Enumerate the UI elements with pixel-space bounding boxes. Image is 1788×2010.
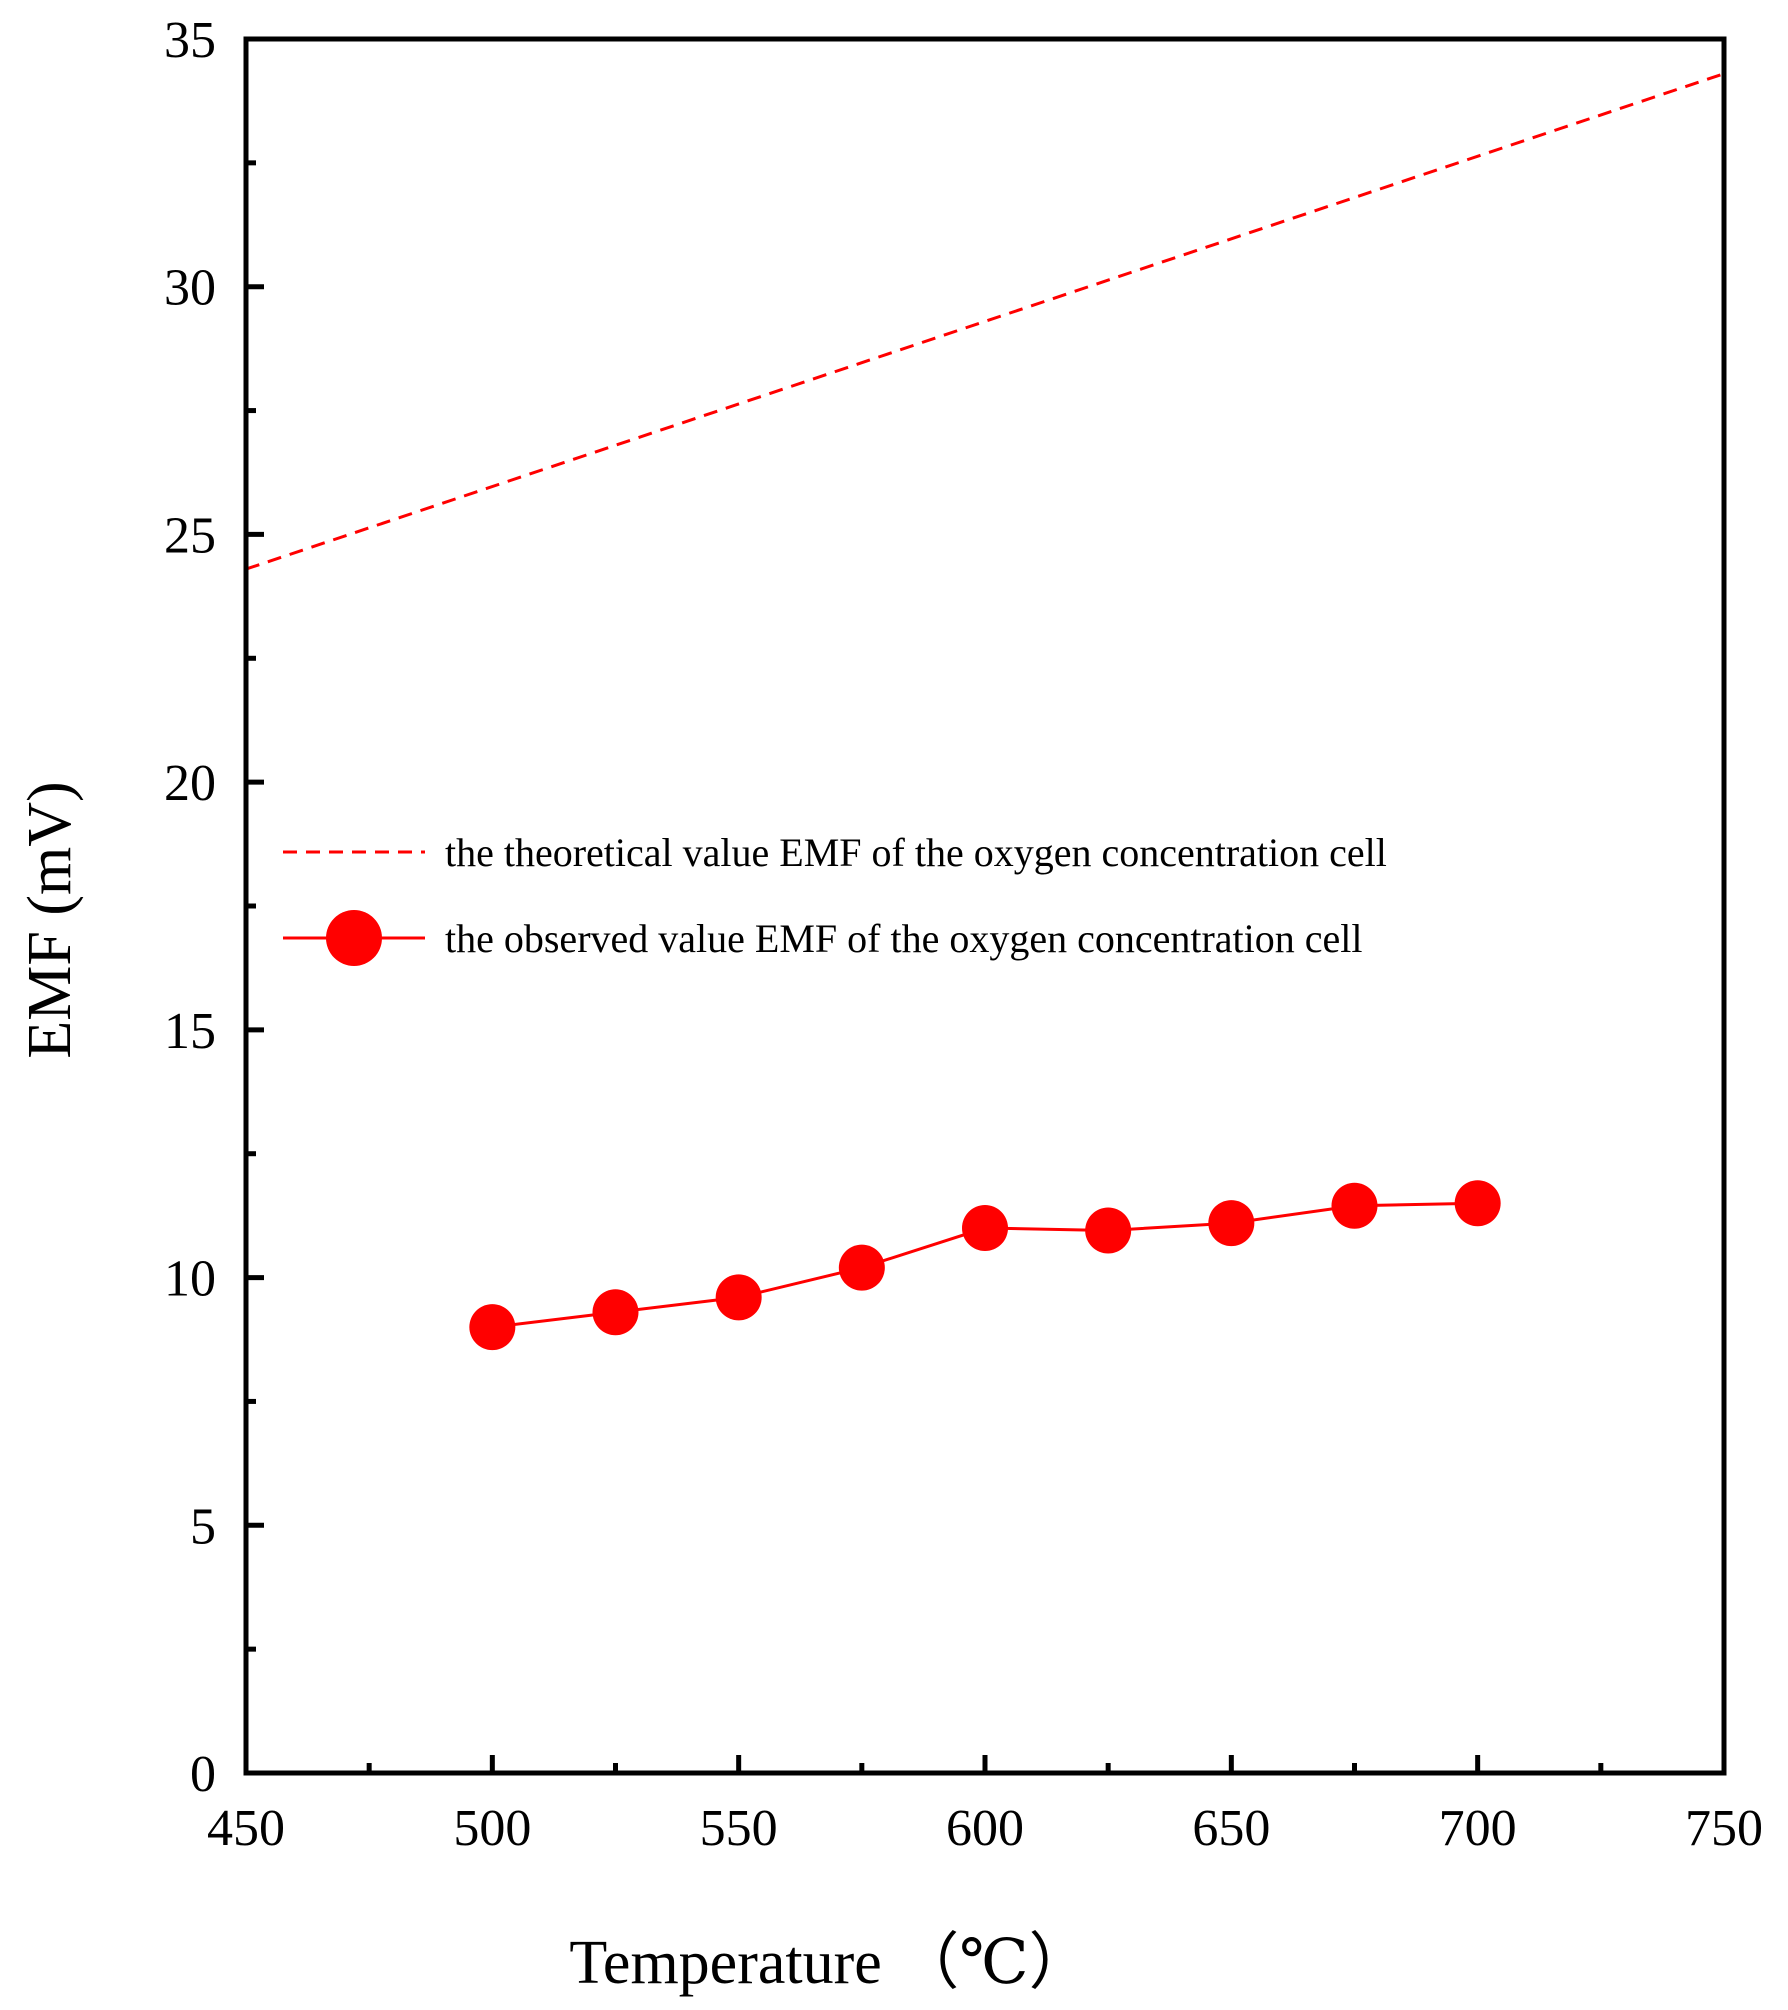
y-tick-label: 10 <box>164 1251 216 1308</box>
x-tick-label: 700 <box>1439 1800 1517 1857</box>
x-tick-label: 750 <box>1685 1800 1763 1857</box>
series-observed-point <box>469 1304 516 1351</box>
plot-frame <box>243 36 1727 1776</box>
y-tick-label: 20 <box>164 755 216 812</box>
series-observed-point <box>962 1205 1008 1252</box>
y-tick-label: 5 <box>190 1498 216 1555</box>
legend-label-observed: the observed value EMF of the oxygen con… <box>445 916 1362 961</box>
series-layer <box>245 72 1725 1351</box>
y-tick-label: 15 <box>164 1003 216 1060</box>
x-axis-title: Temperature （℃） <box>569 1929 1090 1997</box>
series-theoretical-line <box>245 72 1725 571</box>
x-tick-label: 600 <box>946 1800 1024 1857</box>
y-tick-label: 30 <box>164 260 216 317</box>
series-observed-point <box>592 1289 639 1336</box>
series-observed-point <box>1208 1200 1255 1247</box>
series-observed-point <box>715 1274 762 1321</box>
y-tick-label: 25 <box>164 507 216 564</box>
x-tick-label: 450 <box>207 1800 285 1857</box>
legend-swatch-observed-marker <box>326 910 382 966</box>
series-observed-point <box>838 1244 885 1291</box>
y-tick-label: 0 <box>190 1746 216 1803</box>
x-tick-label: 550 <box>700 1800 778 1857</box>
series-observed-point <box>1454 1180 1501 1227</box>
tick-labels-layer: 450 500 550 600 650 700 750 0 5 10 15 20 25 30 35 <box>164 12 1763 1857</box>
series-observed-point <box>1085 1207 1132 1254</box>
series-observed-point <box>1331 1182 1378 1229</box>
ticks-layer <box>243 36 1727 1776</box>
y-tick-label: 35 <box>164 12 216 69</box>
legend: the theoretical value EMF of the oxygen … <box>283 830 1387 966</box>
y-axis-title: EMF (mV) <box>16 781 84 1058</box>
legend-label-theoretical: the theoretical value EMF of the oxygen … <box>445 830 1387 875</box>
x-tick-label: 500 <box>453 1800 531 1857</box>
x-tick-label: 650 <box>1192 1800 1270 1857</box>
